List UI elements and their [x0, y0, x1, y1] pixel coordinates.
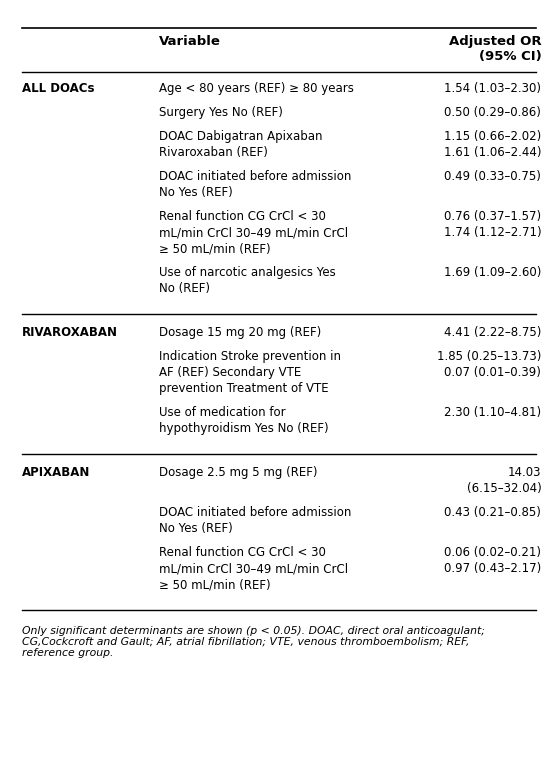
Text: Use of medication for: Use of medication for — [159, 406, 286, 419]
Text: AF (REF) Secondary VTE: AF (REF) Secondary VTE — [159, 366, 301, 379]
Text: reference group.: reference group. — [22, 648, 114, 657]
Text: 0.49 (0.33–0.75): 0.49 (0.33–0.75) — [444, 170, 541, 183]
Text: 0.43 (0.21–0.85): 0.43 (0.21–0.85) — [444, 506, 541, 519]
Text: (6.15–32.04): (6.15–32.04) — [466, 482, 541, 495]
Text: Age < 80 years (REF) ≥ 80 years: Age < 80 years (REF) ≥ 80 years — [159, 82, 354, 95]
Text: 1.85 (0.25–13.73): 1.85 (0.25–13.73) — [437, 350, 541, 363]
Text: No (REF): No (REF) — [159, 282, 210, 295]
Text: Variable: Variable — [159, 35, 221, 48]
Text: Use of narcotic analgesics Yes: Use of narcotic analgesics Yes — [159, 266, 336, 279]
Text: 1.61 (1.06–2.44): 1.61 (1.06–2.44) — [444, 146, 541, 159]
Text: RIVAROXABAN: RIVAROXABAN — [22, 326, 118, 339]
Text: 0.50 (0.29–0.86): 0.50 (0.29–0.86) — [444, 106, 541, 119]
Text: ≥ 50 mL/min (REF): ≥ 50 mL/min (REF) — [159, 242, 271, 255]
Text: DOAC initiated before admission: DOAC initiated before admission — [159, 170, 352, 183]
Text: No Yes (REF): No Yes (REF) — [159, 522, 233, 535]
Text: 0.06 (0.02–0.21): 0.06 (0.02–0.21) — [444, 546, 541, 559]
Text: 0.97 (0.43–2.17): 0.97 (0.43–2.17) — [444, 562, 541, 575]
Text: Rivaroxaban (REF): Rivaroxaban (REF) — [159, 146, 268, 159]
Text: mL/min CrCl 30–49 mL/min CrCl: mL/min CrCl 30–49 mL/min CrCl — [159, 562, 348, 575]
Text: ALL DOACs: ALL DOACs — [22, 82, 95, 95]
Text: Surgery Yes No (REF): Surgery Yes No (REF) — [159, 106, 283, 119]
Text: hypothyroidism Yes No (REF): hypothyroidism Yes No (REF) — [159, 422, 329, 435]
Text: 0.07 (0.01–0.39): 0.07 (0.01–0.39) — [444, 366, 541, 379]
Text: Renal function CG CrCl < 30: Renal function CG CrCl < 30 — [159, 546, 326, 559]
Text: DOAC Dabigatran Apixaban: DOAC Dabigatran Apixaban — [159, 130, 323, 143]
Text: prevention Treatment of VTE: prevention Treatment of VTE — [159, 382, 329, 395]
Text: No Yes (REF): No Yes (REF) — [159, 186, 233, 199]
Text: APIXABAN: APIXABAN — [22, 466, 91, 479]
Text: 1.69 (1.09–2.60): 1.69 (1.09–2.60) — [444, 266, 541, 279]
Text: 4.41 (2.22–8.75): 4.41 (2.22–8.75) — [444, 326, 541, 339]
Text: CG,Cockcroft and Gault; AF, atrial fibrillation; VTE, venous thromboembolism; RE: CG,Cockcroft and Gault; AF, atrial fibri… — [22, 637, 470, 647]
Text: ≥ 50 mL/min (REF): ≥ 50 mL/min (REF) — [159, 578, 271, 591]
Text: Renal function CG CrCl < 30: Renal function CG CrCl < 30 — [159, 210, 326, 223]
Text: 2.30 (1.10–4.81): 2.30 (1.10–4.81) — [444, 406, 541, 419]
Text: mL/min CrCl 30–49 mL/min CrCl: mL/min CrCl 30–49 mL/min CrCl — [159, 226, 348, 239]
Text: Adjusted OR
(95% CI): Adjusted OR (95% CI) — [449, 35, 541, 63]
Text: 14.03: 14.03 — [508, 466, 541, 479]
Text: Only significant determinants are shown (p < 0.05). DOAC, direct oral anticoagul: Only significant determinants are shown … — [22, 626, 485, 636]
Text: 1.74 (1.12–2.71): 1.74 (1.12–2.71) — [444, 226, 541, 239]
Text: DOAC initiated before admission: DOAC initiated before admission — [159, 506, 352, 519]
Text: Dosage 2.5 mg 5 mg (REF): Dosage 2.5 mg 5 mg (REF) — [159, 466, 318, 479]
Text: Dosage 15 mg 20 mg (REF): Dosage 15 mg 20 mg (REF) — [159, 326, 321, 339]
Text: 1.54 (1.03–2.30): 1.54 (1.03–2.30) — [444, 82, 541, 95]
Text: Indication Stroke prevention in: Indication Stroke prevention in — [159, 350, 341, 363]
Text: 0.76 (0.37–1.57): 0.76 (0.37–1.57) — [444, 210, 541, 223]
Text: 1.15 (0.66–2.02): 1.15 (0.66–2.02) — [444, 130, 541, 143]
